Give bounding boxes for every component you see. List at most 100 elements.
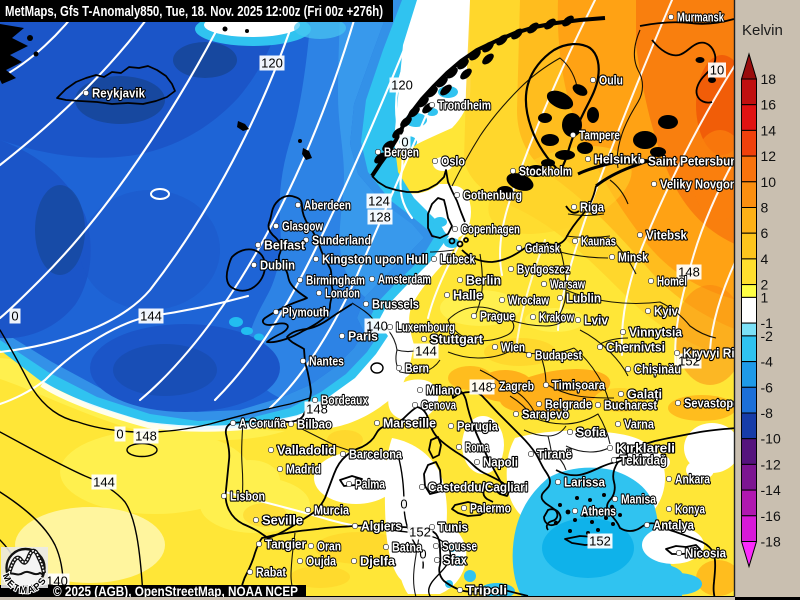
svg-text:2: 2 bbox=[761, 277, 769, 293]
svg-text:Luxembourg: Luxembourg bbox=[396, 320, 455, 335]
svg-text:120: 120 bbox=[391, 78, 413, 93]
svg-text:Marseille: Marseille bbox=[383, 416, 436, 431]
svg-text:148: 148 bbox=[135, 429, 157, 444]
svg-text:152: 152 bbox=[409, 525, 431, 540]
svg-text:Veliky Novgorod: Veliky Novgorod bbox=[660, 177, 748, 192]
svg-text:Tiranë: Tiranë bbox=[537, 447, 572, 462]
svg-text:Birmingham: Birmingham bbox=[306, 273, 365, 288]
svg-text:Lublin: Lublin bbox=[566, 291, 601, 306]
svg-text:Wrocław: Wrocław bbox=[508, 293, 550, 308]
svg-text:Paris: Paris bbox=[348, 329, 378, 344]
svg-text:-1: -1 bbox=[761, 315, 774, 331]
svg-text:0: 0 bbox=[400, 497, 407, 512]
svg-text:Stuttgart: Stuttgart bbox=[430, 332, 484, 347]
svg-text:-4: -4 bbox=[761, 354, 774, 370]
svg-text:Seville: Seville bbox=[262, 513, 303, 528]
svg-text:Nicosia: Nicosia bbox=[685, 546, 727, 561]
svg-text:Gothenburg: Gothenburg bbox=[463, 188, 522, 203]
svg-text:152: 152 bbox=[678, 354, 700, 369]
svg-text:0: 0 bbox=[419, 547, 426, 562]
svg-text:Kyiv: Kyiv bbox=[654, 304, 679, 319]
svg-text:124: 124 bbox=[368, 194, 390, 209]
svg-text:144: 144 bbox=[415, 344, 437, 359]
svg-text:-2: -2 bbox=[761, 328, 774, 344]
svg-text:Djelfa: Djelfa bbox=[360, 554, 396, 569]
svg-text:Antalya: Antalya bbox=[653, 518, 695, 533]
svg-text:Aberdeen: Aberdeen bbox=[304, 198, 351, 213]
svg-text:Sarajevo: Sarajevo bbox=[522, 407, 569, 422]
svg-text:Sevastopol: Sevastopol bbox=[684, 396, 743, 411]
svg-text:Galați: Galați bbox=[627, 387, 662, 402]
svg-text:Chernivtsi: Chernivtsi bbox=[606, 340, 665, 355]
svg-text:144: 144 bbox=[93, 475, 115, 490]
svg-text:Batna: Batna bbox=[392, 540, 423, 555]
svg-text:Algiers: Algiers bbox=[361, 519, 402, 534]
svg-text:Oslo: Oslo bbox=[441, 154, 465, 169]
svg-text:Lübeck: Lübeck bbox=[440, 252, 476, 267]
svg-text:Bordeaux: Bordeaux bbox=[321, 393, 369, 408]
svg-text:Vinnytsia: Vinnytsia bbox=[629, 325, 683, 340]
svg-text:Sunderland: Sunderland bbox=[312, 233, 371, 248]
svg-text:14: 14 bbox=[761, 122, 777, 138]
svg-text:Krakow: Krakow bbox=[539, 310, 575, 325]
svg-text:Perugia: Perugia bbox=[457, 419, 499, 434]
svg-text:London: London bbox=[325, 286, 360, 301]
svg-text:Sfax: Sfax bbox=[443, 553, 468, 568]
svg-text:Prague: Prague bbox=[480, 309, 515, 324]
svg-text:Kırklareli: Kırklareli bbox=[616, 441, 675, 456]
svg-text:Wien: Wien bbox=[501, 340, 525, 355]
svg-text:10: 10 bbox=[761, 174, 777, 190]
svg-text:128: 128 bbox=[369, 210, 391, 225]
svg-text:Konya: Konya bbox=[675, 502, 706, 517]
svg-text:Murcia: Murcia bbox=[314, 503, 350, 518]
svg-text:Roma: Roma bbox=[465, 440, 490, 455]
svg-text:Ankara: Ankara bbox=[675, 472, 711, 487]
svg-text:Murmansk: Murmansk bbox=[677, 10, 725, 25]
svg-text:Plymouth: Plymouth bbox=[282, 305, 329, 320]
svg-text:Napoli: Napoli bbox=[483, 455, 518, 470]
svg-text:Bergen: Bergen bbox=[384, 145, 419, 160]
svg-text:Sofia: Sofia bbox=[576, 425, 607, 440]
svg-text:Varna: Varna bbox=[624, 417, 655, 432]
svg-text:Reykjavik: Reykjavik bbox=[92, 86, 146, 101]
svg-text:Kaunas: Kaunas bbox=[581, 234, 616, 249]
svg-text:152: 152 bbox=[589, 534, 611, 549]
svg-text:Palma: Palma bbox=[355, 477, 386, 492]
svg-text:Kelvin: Kelvin bbox=[742, 22, 783, 39]
svg-text:Oulu: Oulu bbox=[599, 73, 623, 88]
svg-text:Dublin: Dublin bbox=[260, 258, 295, 273]
svg-text:Tampere: Tampere bbox=[579, 128, 620, 143]
svg-text:© 2025 (AGB), OpenStreetMap, N: © 2025 (AGB), OpenStreetMap, NOAA NCEP bbox=[53, 583, 298, 599]
svg-text:Bilbao: Bilbao bbox=[297, 417, 332, 432]
svg-text:Helsinki: Helsinki bbox=[594, 152, 641, 167]
svg-text:Homel: Homel bbox=[657, 274, 687, 289]
svg-text:Belgrade: Belgrade bbox=[545, 397, 592, 412]
svg-text:18: 18 bbox=[761, 71, 777, 87]
svg-text:0: 0 bbox=[11, 309, 18, 324]
svg-text:Palermo: Palermo bbox=[470, 501, 511, 516]
svg-text:MetMaps, Gfs T-Anomaly850, Tue: MetMaps, Gfs T-Anomaly850, Tue, 18. Nov.… bbox=[5, 3, 383, 20]
svg-text:Zagreb: Zagreb bbox=[499, 379, 534, 394]
svg-text:Vitebsk: Vitebsk bbox=[646, 228, 688, 243]
svg-text:Chișinău: Chișinău bbox=[634, 362, 681, 377]
svg-text:Larissa: Larissa bbox=[564, 475, 606, 490]
svg-text:Copenhagen: Copenhagen bbox=[461, 222, 520, 237]
svg-text:Genova: Genova bbox=[421, 398, 457, 413]
svg-text:6: 6 bbox=[761, 225, 769, 241]
svg-text:Warsaw: Warsaw bbox=[550, 277, 586, 292]
svg-text:-16: -16 bbox=[761, 508, 781, 524]
svg-text:Lviv: Lviv bbox=[584, 313, 609, 328]
svg-text:4: 4 bbox=[761, 251, 769, 267]
svg-text:Rabat: Rabat bbox=[256, 565, 287, 580]
svg-text:Trondheim: Trondheim bbox=[438, 98, 491, 113]
svg-text:Kryvyi Rih: Kryvyi Rih bbox=[683, 346, 742, 361]
svg-text:-18: -18 bbox=[761, 534, 781, 550]
svg-text:-8: -8 bbox=[761, 405, 774, 421]
svg-text:Brussels: Brussels bbox=[372, 297, 419, 312]
svg-text:Gdańsk: Gdańsk bbox=[525, 241, 561, 256]
svg-text:Riga: Riga bbox=[580, 200, 605, 215]
svg-text:148: 148 bbox=[306, 402, 328, 417]
svg-text:140: 140 bbox=[46, 574, 68, 589]
svg-text:12: 12 bbox=[761, 148, 777, 164]
svg-text:Stockholm: Stockholm bbox=[519, 164, 572, 179]
